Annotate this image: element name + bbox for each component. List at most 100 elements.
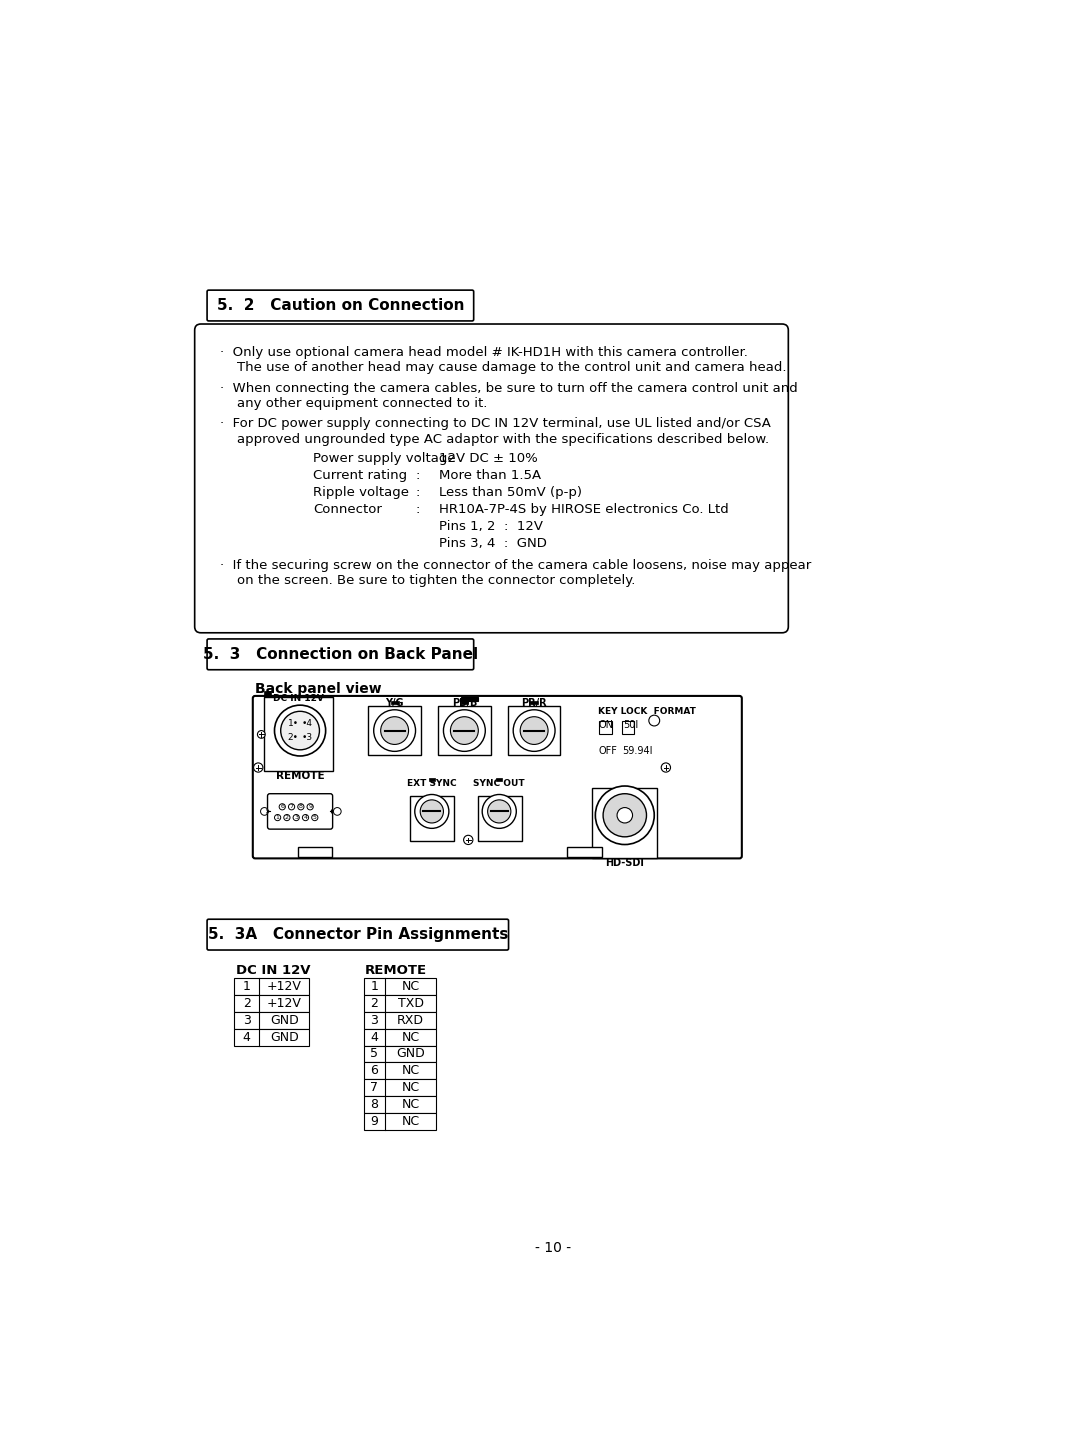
Circle shape (293, 814, 299, 820)
Text: 12V DC ± 10%: 12V DC ± 10% (438, 452, 538, 465)
FancyBboxPatch shape (194, 325, 788, 633)
Text: :: : (416, 452, 420, 465)
Text: ·  When connecting the camera cables, be sure to turn off the camera control uni: · When connecting the camera cables, be … (220, 382, 798, 395)
Bar (391, 701, 399, 705)
Text: :: : (416, 468, 420, 481)
Text: 3: 3 (243, 1014, 251, 1027)
Text: +12V: +12V (267, 979, 301, 992)
Text: OFF: OFF (598, 745, 618, 755)
Text: Back panel view: Back panel view (255, 682, 381, 696)
Text: EXT SYNC: EXT SYNC (407, 780, 457, 788)
Bar (364, 1063, 435, 1080)
Text: - 10 -: - 10 - (536, 1241, 571, 1255)
Text: 5.  2   Caution on Connection: 5. 2 Caution on Connection (217, 299, 464, 313)
Text: 4: 4 (303, 816, 308, 820)
Text: 6: 6 (281, 804, 284, 810)
Circle shape (254, 763, 262, 773)
Text: NC: NC (402, 1116, 419, 1129)
Text: 5.  3   Connection on Back Panel: 5. 3 Connection on Back Panel (203, 646, 478, 662)
Bar (234, 1028, 309, 1045)
Text: Y/G: Y/G (386, 698, 404, 708)
Text: 7: 7 (289, 804, 294, 810)
Text: 9: 9 (308, 804, 312, 810)
Text: REMOTE: REMOTE (275, 771, 324, 781)
Text: •4: •4 (301, 719, 312, 728)
Circle shape (302, 814, 309, 820)
Text: GND: GND (396, 1047, 424, 1060)
Circle shape (595, 785, 654, 844)
Text: any other equipment connected to it.: any other equipment connected to it. (220, 398, 488, 411)
Text: Pins 1, 2  :  12V: Pins 1, 2 : 12V (438, 520, 543, 533)
Bar (298, 847, 332, 857)
Bar (368, 707, 421, 755)
Circle shape (450, 717, 478, 744)
Bar (364, 1113, 435, 1130)
Text: 3: 3 (370, 1014, 378, 1027)
Text: 59.94I: 59.94I (622, 745, 652, 755)
Bar (478, 796, 522, 840)
Text: PR/R: PR/R (522, 698, 546, 708)
Text: 7: 7 (370, 1081, 378, 1094)
Circle shape (279, 804, 285, 810)
Text: 5.  3A   Connector Pin Assignments: 5. 3A Connector Pin Assignments (207, 928, 508, 942)
Text: Ripple voltage: Ripple voltage (313, 485, 409, 498)
Circle shape (260, 807, 268, 816)
Bar (234, 995, 309, 1011)
FancyBboxPatch shape (207, 639, 474, 669)
Text: HR10A-7P-4S by HIROSE electronics Co. Ltd: HR10A-7P-4S by HIROSE electronics Co. Lt… (438, 503, 729, 516)
Text: TXD: TXD (397, 997, 423, 1010)
Bar (364, 1096, 435, 1113)
Bar (429, 777, 435, 781)
Text: 8: 8 (370, 1099, 378, 1111)
Text: :: : (416, 485, 420, 498)
Text: HD-SDI: HD-SDI (606, 859, 645, 869)
Text: Less than 50mV (p-p): Less than 50mV (p-p) (438, 485, 582, 498)
Bar (364, 1028, 435, 1045)
Text: Power supply voltage: Power supply voltage (313, 452, 456, 465)
Text: 2: 2 (285, 816, 289, 820)
Circle shape (334, 807, 341, 816)
Text: 8: 8 (299, 804, 302, 810)
Text: ·  If the securing screw on the connector of the camera cable loosens, noise may: · If the securing screw on the connector… (220, 559, 811, 572)
Circle shape (274, 814, 281, 820)
Text: 5: 5 (313, 816, 316, 820)
Circle shape (649, 715, 660, 727)
Bar (622, 721, 634, 734)
Text: 4: 4 (370, 1031, 378, 1044)
Text: approved ungrounded type AC adaptor with the specifications described below.: approved ungrounded type AC adaptor with… (220, 432, 769, 445)
Bar (438, 707, 490, 755)
Text: NC: NC (402, 1064, 419, 1077)
Text: NC: NC (402, 1099, 419, 1111)
Text: 1: 1 (275, 816, 280, 820)
Circle shape (274, 705, 326, 755)
Circle shape (374, 709, 416, 751)
FancyBboxPatch shape (207, 919, 509, 951)
Text: 2: 2 (370, 997, 378, 1010)
Text: ON: ON (598, 719, 613, 729)
Circle shape (420, 800, 444, 823)
Bar (567, 847, 602, 857)
Circle shape (444, 709, 485, 751)
Bar (265, 696, 333, 771)
FancyBboxPatch shape (253, 696, 742, 859)
Text: :: : (416, 503, 420, 516)
Bar (364, 1045, 435, 1063)
Text: 5: 5 (370, 1047, 378, 1060)
Text: •3: •3 (301, 732, 312, 742)
Circle shape (482, 794, 516, 829)
Text: +12V: +12V (267, 997, 301, 1010)
Text: NC: NC (402, 1081, 419, 1094)
Circle shape (415, 794, 449, 829)
Text: 4: 4 (243, 1031, 251, 1044)
Bar (364, 1011, 435, 1028)
Text: GND: GND (270, 1031, 298, 1044)
Bar (234, 1011, 309, 1028)
Text: 2•: 2• (287, 732, 298, 742)
FancyBboxPatch shape (207, 290, 474, 320)
Text: SYNC OUT: SYNC OUT (473, 780, 525, 788)
Circle shape (288, 804, 295, 810)
Bar (410, 796, 455, 840)
Circle shape (661, 763, 671, 773)
Text: DC IN 12V: DC IN 12V (235, 964, 310, 976)
Text: 3: 3 (294, 816, 298, 820)
